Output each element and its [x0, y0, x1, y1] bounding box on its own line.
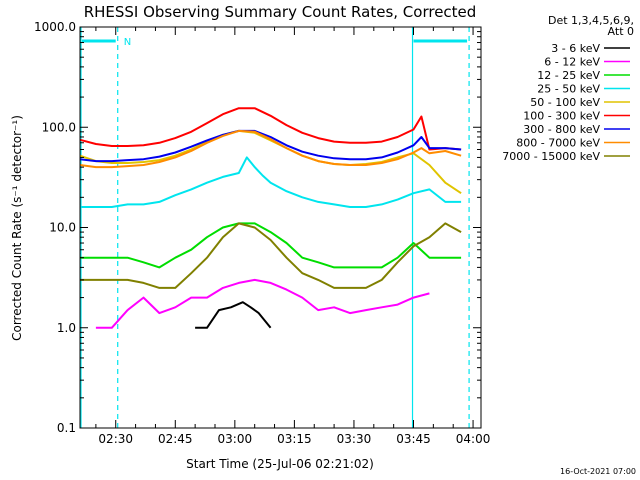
x-tick-label: 02:45: [158, 432, 193, 446]
series-line-50-100-kev-kev: [79, 129, 462, 195]
x-tick-label: 02:30: [98, 432, 133, 446]
legend-header-line: Att 0: [608, 25, 634, 38]
series-line-25-50-kev-kev: [80, 156, 462, 208]
y-axis-ticks: 0.1 1.0 10.0 100.0 1000.0: [34, 20, 481, 435]
legend-entry-label: 100 - 300 keV: [523, 110, 600, 123]
series-line-3-6-kev-kev: [195, 301, 272, 329]
y-tick-label: 1000.0: [34, 20, 76, 34]
legend-header-line: Det 1,3,4,5,6,9,: [548, 14, 634, 27]
series-line-800-7000-kev-kev: [79, 129, 462, 169]
x-tick-label: 03:00: [218, 432, 253, 446]
legend-entry-label: 12 - 25 keV: [537, 69, 600, 82]
legend-entry-label: 7000 - 15000 keV: [502, 150, 600, 163]
y-tick-label: 10.0: [49, 221, 76, 235]
night-periods: N: [80, 27, 470, 428]
legend-entry-label: 25 - 50 keV: [537, 83, 600, 96]
legend-entry-label: 300 - 800 keV: [523, 123, 600, 136]
legend-entry-label: 3 - 6 keV: [551, 42, 600, 55]
chart-title: RHESSI Observing Summary Count Rates, Co…: [84, 3, 477, 21]
x-tick-label: 03:15: [277, 432, 312, 446]
x-axis-ticks: 02:30 02:45 03:00 03:15 03:30 03:45 04:00: [95, 27, 491, 446]
x-tick-label: 03:30: [337, 432, 372, 446]
y-tick-label: 1.0: [57, 321, 76, 335]
x-axis-label: Start Time (25-Jul-06 02:21:02): [186, 457, 374, 471]
legend-entry-label: 50 - 100 keV: [530, 96, 600, 109]
legend-entry-label: 6 - 12 keV: [544, 56, 600, 69]
plot-frame: [79, 26, 482, 429]
x-tick-label: 03:45: [396, 432, 431, 446]
series-line-300-800-kev-kev: [79, 129, 462, 163]
x-tick-label: 04:00: [456, 432, 491, 446]
series-line-7000-15000-kev-kev: [80, 222, 462, 289]
series-line-100-300-kev-kev: [79, 107, 462, 151]
y-tick-label: 0.1: [57, 421, 76, 435]
legend-entry-label: 800 - 7000 keV: [516, 137, 600, 150]
night-label: N: [124, 37, 131, 48]
series-lines: [79, 107, 462, 329]
y-axis-label: Corrected Count Rate (s⁻¹ detector⁻¹): [10, 115, 24, 341]
generated-date: 16-Oct-2021 07:00: [560, 467, 636, 476]
series-line-12-25-kev-kev: [80, 222, 462, 269]
series-line-6-12-kev-kev: [95, 278, 430, 329]
y-tick-label: 100.0: [42, 120, 76, 134]
